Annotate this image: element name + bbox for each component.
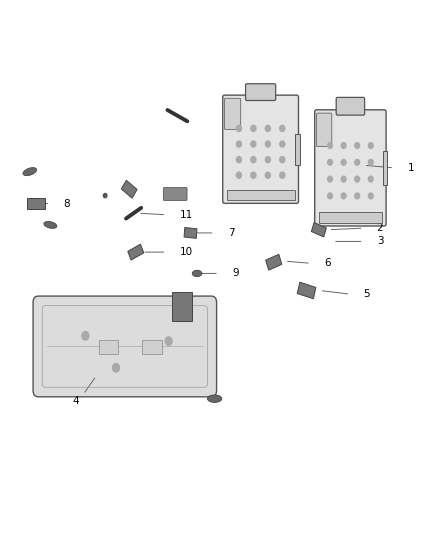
Text: 1: 1	[407, 163, 414, 173]
Polygon shape	[297, 282, 316, 299]
Polygon shape	[172, 292, 192, 321]
Ellipse shape	[23, 167, 37, 176]
Text: 2: 2	[377, 223, 383, 233]
FancyBboxPatch shape	[163, 188, 187, 200]
Circle shape	[265, 141, 270, 147]
Text: 8: 8	[64, 199, 70, 208]
Circle shape	[280, 125, 285, 132]
Circle shape	[341, 193, 346, 199]
FancyBboxPatch shape	[224, 98, 240, 130]
Ellipse shape	[44, 222, 57, 228]
Circle shape	[280, 141, 285, 147]
Circle shape	[280, 157, 285, 163]
Circle shape	[355, 143, 360, 148]
Polygon shape	[128, 244, 144, 260]
Circle shape	[237, 157, 241, 163]
Circle shape	[341, 176, 346, 182]
Text: 10: 10	[180, 247, 193, 257]
Circle shape	[237, 141, 241, 147]
Circle shape	[355, 159, 360, 165]
Bar	[227, 190, 294, 200]
FancyBboxPatch shape	[33, 296, 216, 397]
Ellipse shape	[192, 270, 202, 277]
FancyBboxPatch shape	[336, 98, 364, 115]
Circle shape	[355, 193, 360, 199]
Polygon shape	[27, 198, 45, 209]
Circle shape	[368, 193, 373, 199]
Circle shape	[237, 125, 241, 132]
Circle shape	[265, 125, 270, 132]
FancyBboxPatch shape	[316, 113, 332, 147]
Text: 3: 3	[377, 237, 383, 246]
Circle shape	[251, 172, 256, 179]
Circle shape	[328, 159, 332, 165]
Circle shape	[280, 172, 285, 179]
Text: 11: 11	[180, 210, 193, 220]
Circle shape	[265, 172, 270, 179]
Text: 7: 7	[228, 228, 234, 238]
Circle shape	[103, 193, 107, 198]
Bar	[383, 151, 387, 184]
Circle shape	[341, 159, 346, 165]
FancyBboxPatch shape	[314, 110, 386, 226]
FancyBboxPatch shape	[246, 84, 276, 100]
Circle shape	[165, 337, 172, 345]
Circle shape	[82, 332, 89, 340]
Circle shape	[368, 159, 373, 165]
Bar	[99, 340, 118, 354]
Text: 6: 6	[324, 259, 331, 268]
Text: 4: 4	[72, 396, 79, 406]
Circle shape	[328, 193, 332, 199]
Ellipse shape	[208, 395, 222, 402]
Circle shape	[328, 176, 332, 182]
Circle shape	[355, 176, 360, 182]
Text: 5: 5	[364, 289, 370, 299]
Bar	[295, 134, 300, 165]
Circle shape	[368, 143, 373, 148]
Circle shape	[251, 125, 256, 132]
Circle shape	[113, 364, 120, 372]
Circle shape	[341, 143, 346, 148]
Polygon shape	[266, 254, 282, 270]
Polygon shape	[184, 228, 197, 238]
Circle shape	[368, 176, 373, 182]
Polygon shape	[311, 222, 326, 237]
Circle shape	[251, 141, 256, 147]
Circle shape	[265, 157, 270, 163]
FancyBboxPatch shape	[223, 95, 299, 204]
Circle shape	[328, 143, 332, 148]
Bar	[319, 212, 382, 223]
Text: 9: 9	[232, 269, 239, 278]
Polygon shape	[121, 180, 137, 198]
Circle shape	[251, 157, 256, 163]
Circle shape	[237, 172, 241, 179]
Bar	[142, 340, 162, 354]
